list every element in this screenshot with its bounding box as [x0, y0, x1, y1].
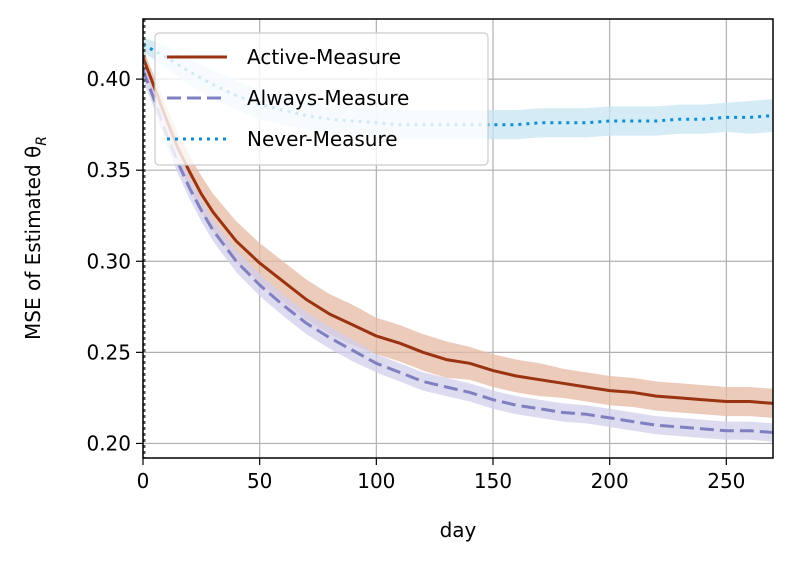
- y-axis-label: MSE of Estimated θR: [21, 136, 50, 340]
- legend-box: [154, 32, 489, 166]
- y-tick-label: 0.35: [86, 158, 131, 182]
- x-tick-label: 250: [707, 469, 745, 493]
- series-lines: [143, 43, 773, 434]
- y-tick-label: 0.30: [86, 249, 131, 273]
- always-measure-line: [143, 69, 773, 434]
- y-axis-ticks: 0.20 0.25 0.30 0.35 0.40: [86, 67, 143, 455]
- x-axis-label: day: [440, 518, 477, 542]
- legend-label-active-measure: Active-Measure: [247, 45, 401, 69]
- y-tick-label: 0.40: [86, 67, 131, 91]
- legend-label-never-measure: Never-Measure: [247, 127, 398, 151]
- x-tick-label: 200: [591, 469, 629, 493]
- x-axis-ticks: 0 50 100 150 200 250: [137, 458, 745, 493]
- y-axis-label-main: MSE of Estimated θ: [21, 146, 45, 340]
- plot-frame: [142, 18, 774, 459]
- x-tick-label: 150: [474, 469, 512, 493]
- active-measure-line: [143, 56, 773, 405]
- x-tick-label: 0: [137, 469, 150, 493]
- y-axis-label-subscript: R: [34, 136, 50, 146]
- x-tick-label: 100: [357, 469, 395, 493]
- legend-label-always-measure: Always-Measure: [247, 86, 409, 110]
- x-tick-label: 50: [247, 469, 272, 493]
- legend: Active-Measure Always-Measure Never-Measur…: [154, 32, 489, 166]
- y-tick-label: 0.25: [86, 340, 131, 364]
- y-tick-label: 0.20: [86, 431, 131, 455]
